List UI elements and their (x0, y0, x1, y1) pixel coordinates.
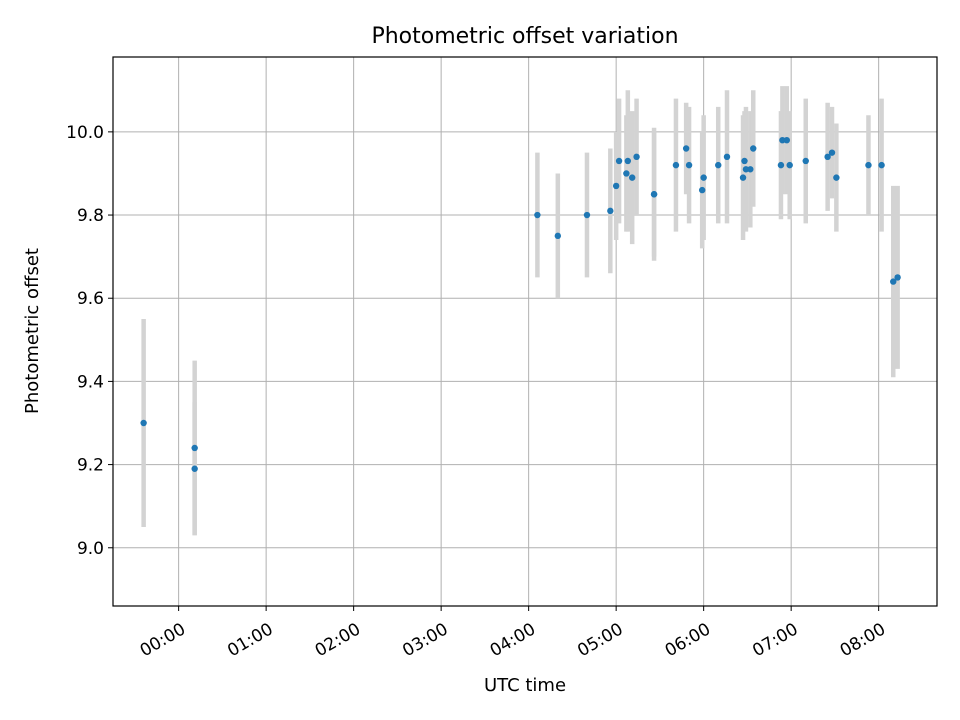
data-point (534, 211, 541, 219)
data-point (786, 161, 793, 169)
data-point (191, 444, 198, 452)
data-point (739, 174, 747, 181)
data-point (623, 170, 630, 177)
data-point (191, 465, 198, 472)
data-point (140, 419, 147, 427)
error-bars (141, 86, 900, 536)
data-point (777, 161, 785, 169)
data-point (607, 207, 614, 215)
y-tick-label: 9.8 (77, 206, 104, 226)
data-point (672, 161, 680, 169)
y-tick-label: 9.4 (77, 372, 104, 392)
grid (113, 57, 937, 606)
data-point (554, 232, 562, 240)
x-tick-label: 07:00 (749, 619, 801, 661)
data-point (824, 153, 831, 161)
data-point (878, 161, 885, 169)
x-tick-label: 04:00 (487, 619, 539, 661)
data-point (747, 166, 754, 173)
y-tick-label: 9.0 (77, 539, 104, 559)
x-tick-label: 03:00 (399, 619, 451, 661)
y-axis-label: Photometric offset (22, 248, 43, 414)
data-point (624, 157, 632, 165)
plot-area-frame (112, 56, 938, 607)
data-point (583, 211, 591, 219)
data-point (682, 145, 690, 152)
data-point (894, 274, 901, 281)
y-tick-label: 10.0 (66, 123, 104, 143)
data-points (140, 136, 901, 472)
x-tick-label: 05:00 (574, 619, 626, 661)
y-tick-label: 9.6 (77, 289, 104, 309)
data-point (833, 174, 840, 181)
data-point (723, 153, 731, 161)
data-point (890, 278, 897, 285)
data-point (650, 191, 658, 198)
data-point (828, 149, 836, 156)
data-point (783, 136, 790, 144)
data-point (742, 166, 750, 173)
chart-title: Photometric offset variation (371, 24, 678, 49)
x-tick-label: 06:00 (662, 619, 714, 661)
data-point (715, 161, 722, 169)
data-point (750, 145, 757, 152)
x-tick-label: 08:00 (837, 619, 889, 661)
x-tick-label: 02:00 (312, 619, 364, 661)
data-point (700, 174, 707, 181)
data-point (612, 182, 620, 190)
axis-ticks: 00:00 01:00 02:00 03:00 04:00 05:00 06:00 07:00… (66, 123, 889, 661)
data-point (779, 136, 786, 144)
data-point (802, 157, 809, 165)
data-point (633, 153, 640, 161)
data-point (741, 157, 748, 165)
data-point (698, 186, 706, 194)
y-tick-label: 9.2 (77, 456, 104, 476)
x-axis-label: UTC time (484, 675, 566, 696)
x-tick-label: 01:00 (224, 619, 276, 661)
data-point (685, 161, 693, 169)
data-point (615, 157, 623, 165)
data-point (628, 174, 636, 181)
x-tick-label: 00:00 (137, 619, 189, 661)
data-point (865, 161, 872, 169)
